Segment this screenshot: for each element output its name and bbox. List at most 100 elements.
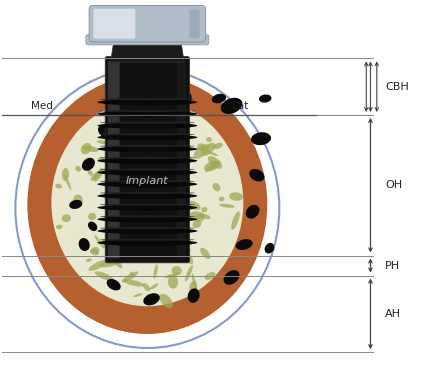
Ellipse shape [201,143,216,156]
Ellipse shape [194,144,209,159]
Ellipse shape [113,195,118,213]
Ellipse shape [98,125,112,138]
Ellipse shape [143,198,155,208]
Ellipse shape [205,272,216,280]
Ellipse shape [55,184,62,188]
Ellipse shape [132,96,146,108]
Ellipse shape [51,99,243,306]
Ellipse shape [192,273,197,293]
Ellipse shape [179,156,189,173]
Ellipse shape [97,111,197,117]
Ellipse shape [172,171,179,183]
Ellipse shape [100,227,195,229]
Ellipse shape [112,240,125,252]
Ellipse shape [97,158,197,164]
Ellipse shape [121,122,126,126]
Text: Lat: Lat [232,101,248,111]
FancyBboxPatch shape [105,57,189,263]
Ellipse shape [103,243,114,250]
Ellipse shape [202,207,208,212]
Ellipse shape [100,180,195,182]
Ellipse shape [104,190,115,197]
Ellipse shape [189,281,197,294]
Ellipse shape [249,169,264,181]
Ellipse shape [168,275,178,289]
Ellipse shape [150,112,165,125]
FancyBboxPatch shape [189,9,200,38]
Ellipse shape [172,204,182,214]
Ellipse shape [75,166,81,172]
Ellipse shape [259,95,272,103]
FancyBboxPatch shape [108,61,120,258]
Ellipse shape [97,228,197,234]
Ellipse shape [197,143,205,151]
Polygon shape [111,38,184,62]
Ellipse shape [109,139,117,145]
Ellipse shape [143,283,150,291]
Ellipse shape [133,293,143,297]
Ellipse shape [97,146,197,152]
FancyBboxPatch shape [86,35,209,45]
Ellipse shape [97,193,197,199]
Ellipse shape [92,247,99,254]
Ellipse shape [125,194,139,209]
Ellipse shape [144,209,155,221]
Ellipse shape [204,161,220,171]
Ellipse shape [100,98,195,100]
Ellipse shape [208,156,222,169]
Ellipse shape [130,272,135,277]
Ellipse shape [162,229,169,235]
Ellipse shape [83,146,99,152]
Ellipse shape [205,161,220,172]
Ellipse shape [153,227,169,239]
Ellipse shape [62,168,69,181]
Text: Med: Med [31,101,53,111]
Ellipse shape [100,145,195,147]
Ellipse shape [120,130,134,138]
Ellipse shape [179,91,192,106]
Ellipse shape [100,122,195,124]
Ellipse shape [100,169,195,170]
Ellipse shape [160,294,173,308]
Ellipse shape [104,121,117,127]
Ellipse shape [164,273,179,278]
Ellipse shape [160,185,166,191]
Ellipse shape [119,182,127,189]
Ellipse shape [101,240,114,249]
Ellipse shape [147,160,163,166]
Ellipse shape [139,226,157,236]
Ellipse shape [179,150,195,162]
Ellipse shape [97,140,114,145]
Ellipse shape [61,214,71,222]
Ellipse shape [219,204,235,208]
Ellipse shape [97,239,197,246]
Ellipse shape [103,182,119,188]
Ellipse shape [221,98,242,114]
Ellipse shape [27,75,267,334]
Ellipse shape [81,143,92,154]
Ellipse shape [97,216,197,223]
FancyBboxPatch shape [93,9,136,39]
Ellipse shape [246,205,259,219]
Ellipse shape [143,293,160,306]
Ellipse shape [64,173,71,190]
Ellipse shape [110,255,123,268]
FancyBboxPatch shape [89,5,205,42]
Ellipse shape [231,211,240,230]
Ellipse shape [95,271,114,281]
Ellipse shape [100,134,195,135]
Ellipse shape [100,215,195,217]
FancyBboxPatch shape [177,61,186,258]
Ellipse shape [97,134,197,141]
Ellipse shape [213,183,221,191]
Ellipse shape [150,105,170,112]
Ellipse shape [86,258,92,262]
Ellipse shape [82,158,95,171]
Ellipse shape [156,220,165,229]
Ellipse shape [100,110,195,112]
Ellipse shape [127,232,136,241]
Ellipse shape [251,132,271,145]
Ellipse shape [185,248,191,253]
Ellipse shape [100,157,195,159]
Ellipse shape [167,107,187,115]
